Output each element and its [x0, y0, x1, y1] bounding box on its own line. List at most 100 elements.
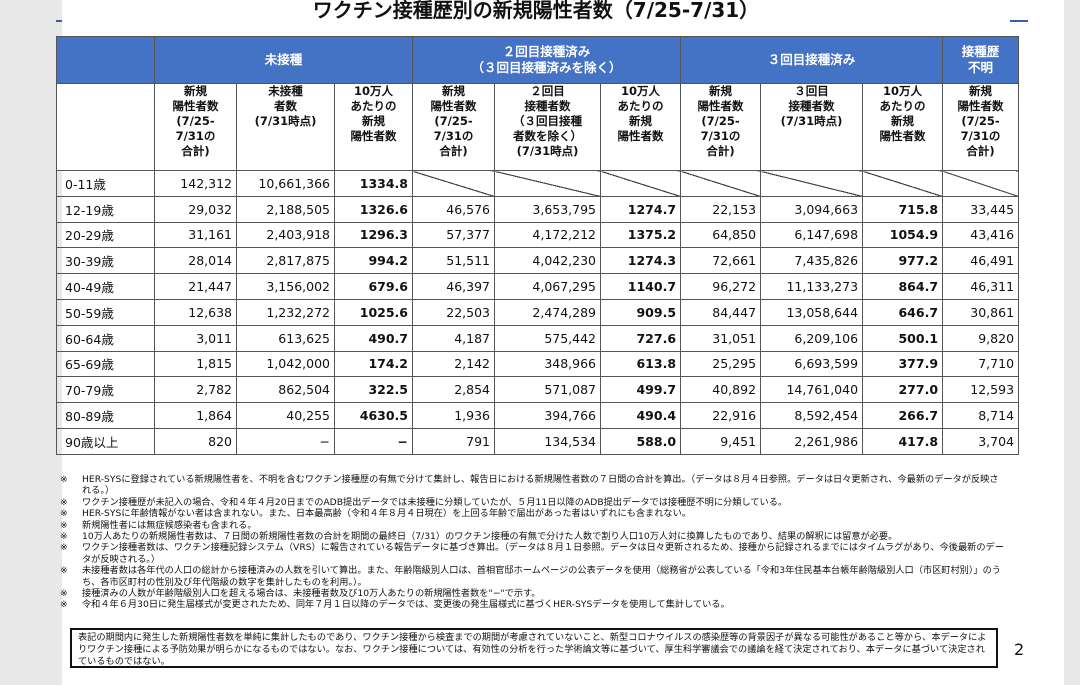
age-group-label: 0-11歳	[56, 170, 155, 197]
sub-header: 新規 陽性者数 (7/25- 7/31の 合計)	[680, 83, 762, 171]
table-cell: 1274.7	[600, 195, 682, 223]
table-row: 40-49歳 21,447 3,156,002 679.6 46,397 4,067,29…	[56, 273, 1020, 300]
table-cell: 25,295	[680, 350, 762, 378]
group-header-blank	[56, 36, 155, 84]
table-cell: 96,272	[680, 273, 762, 300]
age-group-label: 30-39歳	[56, 247, 155, 275]
table-row: 12-19歳 29,032 2,188,505 1326.6 46,576 3,653,7…	[56, 195, 1020, 223]
sub-header: ２回目 接種者数 （３回目接種 者数を除く） (7/31時点)	[494, 83, 602, 171]
table-cell: 1,042,000	[236, 350, 335, 378]
group-header-row: 未接種 ２回目接種済み （３回目接種済みを除く） ３回目接種済み 接種歴 不明	[56, 36, 1020, 84]
sub-header: 10万人 あたりの 新規 陽性者数	[333, 83, 414, 171]
table-cell: 46,311	[942, 273, 1020, 300]
table-row: 50-59歳 12,638 1,232,272 1025.6 22,503 2,474,2…	[56, 298, 1020, 326]
table-cell: 490.4	[600, 402, 682, 429]
table-cell: 51,511	[412, 247, 496, 275]
table-cell: 7,710	[942, 350, 1020, 378]
table-cell: 715.8	[862, 195, 944, 223]
group-header-unvaccinated: 未接種	[153, 36, 414, 84]
footnote-text: HER-SYSに年齢情報がない者は含まれない。また、日本最高齢（令和４年８月４日…	[82, 508, 691, 520]
table-cell: 679.6	[333, 273, 414, 300]
table-cell: 29,032	[154, 195, 237, 223]
table-cell: 72,661	[680, 247, 762, 275]
table-cell: 3,653,795	[494, 195, 602, 223]
table-cell: 43,416	[942, 221, 1020, 249]
table-cell: 31,051	[680, 324, 762, 352]
table-cell: 11,133,273	[760, 273, 864, 300]
table-cell: 3,094,663	[760, 195, 864, 223]
table-cell: 4,042,230	[494, 247, 602, 275]
table-cell: 2,403,918	[236, 221, 335, 249]
table-cell: 64,850	[680, 221, 762, 249]
footnote: ※ HER-SYSに登録されている新規陽性者を、不明を含むワクチン接種歴の有無で分…	[58, 474, 1006, 497]
table-cell: 613.8	[600, 350, 682, 378]
table-row: 65-69歳 1,815 1,042,000 174.2 2,142 348,966 613…	[56, 350, 1020, 378]
group-header-unknown: 接種歴 不明	[942, 36, 1020, 84]
page-number: 2	[1014, 640, 1025, 659]
table-cell: 1,815	[154, 350, 237, 378]
table-cell: 646.7	[862, 298, 944, 326]
table-cell: 14,761,040	[760, 376, 864, 404]
table-cell: 28,014	[154, 247, 237, 275]
table-row: 90歳以上 820− −791 134,534 588.0 9,451 2,261,986 4…	[56, 427, 1020, 455]
table-cell: 40,255	[236, 402, 335, 429]
age-group-label: 80-89歳	[56, 402, 155, 429]
table-cell: 977.2	[862, 247, 944, 275]
footnote-mark: ※	[60, 588, 68, 600]
group-header-three-doses: ３回目接種済み	[680, 36, 944, 84]
footnote-text: ワクチン接種歴が未記入の場合、令和４年４月20日までのADB提出データでは未接種…	[82, 496, 788, 508]
table-cell: 727.6	[600, 324, 682, 352]
table-cell: 57,377	[412, 221, 496, 249]
table-cell: 613,625	[236, 324, 335, 352]
table-cell: 7,435,826	[760, 247, 864, 275]
table-cell: 277.0	[862, 376, 944, 404]
table-cell: 4,187	[412, 324, 496, 352]
table-cell: 6,147,698	[760, 221, 864, 249]
table-cell: 1326.6	[333, 195, 414, 223]
table-cell: 12,593	[942, 376, 1020, 404]
table-cell	[862, 170, 944, 197]
age-group-label: 12-19歳	[56, 195, 155, 223]
age-group-label: 60-64歳	[56, 324, 155, 352]
age-group-label: 90歳以上	[56, 427, 155, 455]
footnote-mark: ※	[60, 531, 68, 543]
table-cell: 8,592,454	[760, 402, 864, 429]
table-cell: 21,447	[154, 273, 237, 300]
table-cell: 9,451	[680, 427, 762, 455]
footnote-text: 新規陽性者には無症候感染者も含まれる。	[82, 519, 257, 531]
footnotes: ※ HER-SYSに登録されている新規陽性者を、不明を含むワクチン接種歴の有無で分…	[58, 474, 1006, 611]
footnote-text: HER-SYSに登録されている新規陽性者を、不明を含むワクチン接種歴の有無で分け…	[82, 474, 999, 497]
age-group-label: 40-49歳	[56, 273, 155, 300]
table-cell	[600, 170, 682, 197]
footnote-mark: ※	[60, 542, 68, 554]
sub-header: 未接種 者数 (7/31時点)	[236, 83, 335, 171]
sub-header: 新規 陽性者数 (7/25- 7/31の 合計)	[942, 83, 1020, 171]
table-cell: 6,693,599	[760, 350, 864, 378]
disclaimer-box: 表記の期間内に発生した新規陽性者数を単純に集計したものであり、ワクチン接種から検…	[70, 628, 998, 668]
table-cell: 2,188,505	[236, 195, 335, 223]
sub-header: 10万人 あたりの 新規 陽性者数	[600, 83, 682, 171]
footnote-mark: ※	[60, 496, 68, 508]
sub-header: 10万人 あたりの 新規 陽性者数	[862, 83, 944, 171]
page-title: ワクチン接種歴別の新規陽性者数（7/25-7/31）	[62, 0, 1010, 25]
table-cell: 1,232,272	[236, 298, 335, 326]
table-cell: 1334.8	[333, 170, 414, 197]
sub-header-blank	[56, 83, 155, 171]
group-header-two-doses: ２回目接種済み （３回目接種済みを除く）	[412, 36, 682, 84]
table-cell: 84,447	[680, 298, 762, 326]
table-cell: 2,854	[412, 376, 496, 404]
table-cell: 994.2	[333, 247, 414, 275]
table-cell: −	[236, 427, 335, 455]
age-group-label: 70-79歳	[56, 376, 155, 404]
table-cell: 1274.3	[600, 247, 682, 275]
table-row: 0-11歳 142,312 10,661,366 1334.8	[56, 170, 1020, 197]
footnote: ※ 10万人あたりの新規陽性者数は、７日間の新規陽性者数の合計を期間の最終日（7/…	[58, 531, 1006, 542]
positives-by-vaccination-table: 未接種 ２回目接種済み （３回目接種済みを除く） ３回目接種済み 接種歴 不明 …	[56, 36, 1020, 455]
table-cell: 40,892	[680, 376, 762, 404]
footnote: ※ 新規陽性者には無症候感染者も含まれる。	[58, 520, 1006, 531]
table-cell: 499.7	[600, 376, 682, 404]
table-cell: 3,011	[154, 324, 237, 352]
footnote-text: ワクチン接種者数は、ワクチン接種記録システム（VRS）に報告されている報告データ…	[82, 542, 1004, 565]
table-cell: 266.7	[862, 402, 944, 429]
footnote-mark: ※	[60, 599, 68, 611]
